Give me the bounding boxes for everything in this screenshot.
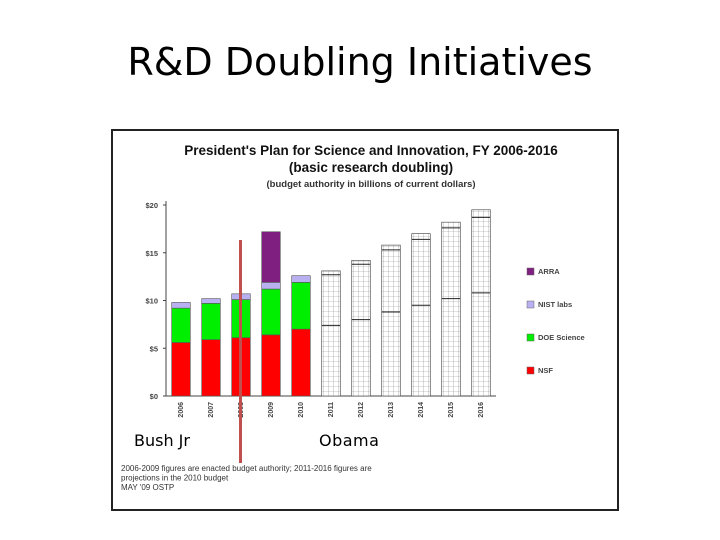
x-tick-label-2012: 2012 xyxy=(358,402,365,418)
footnote-line: MAY '09 OSTP xyxy=(121,483,174,492)
bar-2010-doe-science xyxy=(291,282,311,330)
x-tick-label-2013: 2013 xyxy=(388,402,395,418)
x-tick-label-2007: 2007 xyxy=(208,402,215,418)
bar-2007-doe-science xyxy=(201,303,221,340)
y-tick-label: $5 xyxy=(150,344,158,353)
y-tick-label: $0 xyxy=(150,392,158,401)
bar-2010-nist-labs xyxy=(291,275,311,283)
legend-label-nist-labs: NIST labs xyxy=(538,300,572,309)
bar-2006-nist-labs xyxy=(171,302,191,309)
chart-figure: President's Plan for Science and Innovat… xyxy=(111,129,619,511)
x-axis: 2006200720082009201020112012201320142015… xyxy=(178,402,485,418)
chart-title: President's Plan for Science and Innovat… xyxy=(184,143,558,158)
projection-bar-2012 xyxy=(351,260,371,397)
chart-svg: President's Plan for Science and Innovat… xyxy=(121,143,585,492)
bar-2009-nist-labs xyxy=(261,282,281,290)
bar-2010-nsf xyxy=(291,328,311,397)
legend-swatch-nsf xyxy=(526,366,535,375)
y-axis: $0 $5 $10 $15 $20 xyxy=(145,201,496,401)
bar-2009-doe-science xyxy=(261,288,281,336)
bar-2009-arra xyxy=(261,231,281,283)
label-obama: Obama xyxy=(319,431,380,450)
footnote: 2006-2009 figures are enacted budget aut… xyxy=(121,464,372,492)
legend-swatch-nist-labs xyxy=(526,300,535,309)
administration-divider-line xyxy=(239,240,242,463)
bar-2006-nsf xyxy=(171,342,191,397)
x-tick-label-2010: 2010 xyxy=(298,402,305,418)
label-bush-jr: Bush Jr xyxy=(134,431,190,450)
bar-2007-nist-labs xyxy=(201,298,221,304)
projection-bar-2015 xyxy=(441,221,461,397)
legend-label-nsf: NSF xyxy=(538,366,553,375)
x-tick-label-2006: 2006 xyxy=(178,402,185,418)
legend-label-doe-science: DOE Science xyxy=(538,333,585,342)
y-tick-label: $10 xyxy=(145,297,158,306)
projection-bar-2011 xyxy=(321,270,341,397)
chart-subtitle-units: (budget authority in billions of current… xyxy=(267,179,476,190)
bar-2006-doe-science xyxy=(171,307,191,343)
bar-2009-nsf xyxy=(261,334,281,397)
legend: ARRA NIST labs DOE Science NSF xyxy=(526,267,585,375)
legend-label-arra: ARRA xyxy=(538,267,560,276)
footnote-line: projections in the 2010 budget xyxy=(121,474,229,483)
legend-swatch-doe-science xyxy=(526,333,535,342)
x-tick-label-2016: 2016 xyxy=(478,402,485,418)
chart-subtitle: (basic research doubling) xyxy=(289,160,453,175)
bar-2007-nsf xyxy=(201,339,221,397)
projection-bar-2013 xyxy=(381,244,401,397)
x-tick-label-2011: 2011 xyxy=(328,402,335,417)
x-tick-label-2014: 2014 xyxy=(418,402,425,418)
y-tick-label: $15 xyxy=(145,249,158,258)
slide-title: R&D Doubling Initiatives xyxy=(127,40,593,84)
x-tick-label-2015: 2015 xyxy=(448,402,455,418)
y-tick-label: $20 xyxy=(145,201,158,210)
footnote-line: 2006-2009 figures are enacted budget aut… xyxy=(121,464,372,473)
bars-group xyxy=(171,209,491,397)
projection-bar-2014 xyxy=(411,233,431,397)
x-tick-label-2009: 2009 xyxy=(268,402,275,418)
projection-bar-2016 xyxy=(471,209,491,397)
legend-swatch-arra xyxy=(526,267,535,276)
